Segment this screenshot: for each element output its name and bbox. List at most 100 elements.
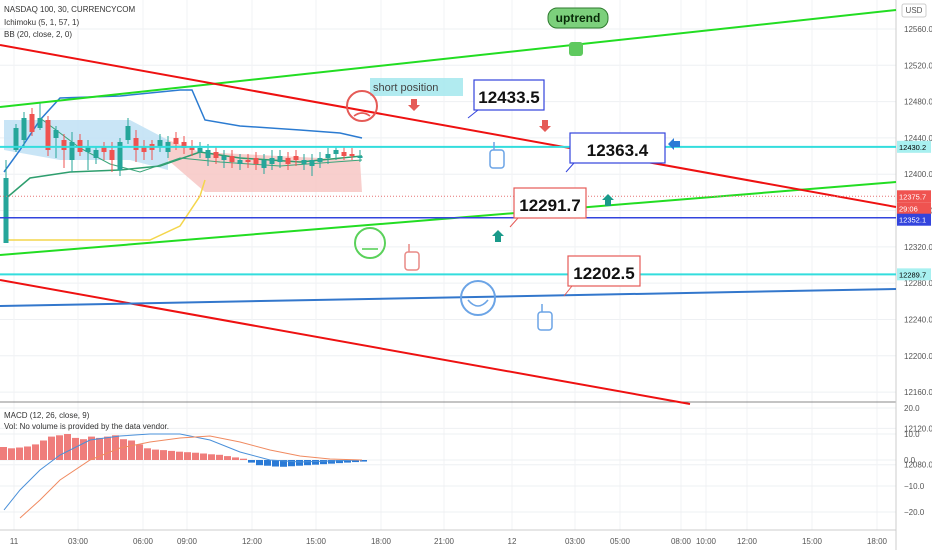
time-tick-label[interactable]: 03:00 — [68, 537, 89, 546]
macd-tick-label[interactable]: 20.0 — [904, 404, 920, 413]
time-tick-label[interactable]: 03:00 — [565, 537, 586, 546]
macd-histogram-bar — [280, 460, 287, 467]
badge-upper-cyan[interactable]: 12430.2 — [899, 143, 926, 152]
downtrend-channel-bottom[interactable] — [0, 279, 691, 405]
callout-price-3-box[interactable] — [513, 187, 587, 219]
macd-histogram-bar — [312, 460, 319, 465]
time-tick-label[interactable]: 10:00 — [696, 537, 717, 546]
price-tick-label[interactable]: 12120.0 — [904, 424, 932, 433]
support-trend-line[interactable] — [0, 288, 897, 307]
badge-last-price-bg[interactable] — [897, 190, 931, 203]
candle-body — [69, 142, 75, 160]
macd-histogram-bar — [344, 460, 351, 463]
time-tick-label[interactable]: 12:00 — [737, 537, 758, 546]
macd-histogram-bar — [224, 456, 231, 460]
price-tick-label[interactable]: 12160.0 — [904, 388, 932, 397]
candle-body — [277, 156, 283, 162]
candle-body — [125, 126, 131, 140]
time-tick-label[interactable]: 18:00 — [371, 537, 392, 546]
arrow-up-icon[interactable] — [602, 194, 614, 206]
price-tick-label[interactable]: 12240.0 — [904, 315, 932, 324]
time-tick-label[interactable]: 12 — [508, 537, 517, 546]
time-tick-label[interactable]: 21:00 — [434, 537, 455, 546]
badge-lower-cyan[interactable]: 12289.7 — [899, 270, 926, 279]
candle-body — [29, 114, 35, 132]
time-tick-label[interactable]: 05:00 — [610, 537, 631, 546]
macd-histogram-bar — [80, 439, 87, 460]
time-tick-label[interactable]: 09:00 — [177, 537, 198, 546]
badge-countdown[interactable]: 29:06 — [899, 204, 918, 213]
time-axis[interactable]: 11 03:00 06:00 09:00 12:00 15:00 18:00 21:00 12 0… — [10, 537, 888, 546]
callout-price-4-box[interactable] — [567, 255, 641, 287]
macd-histogram-bar — [296, 460, 303, 466]
callout-price-2[interactable]: 12363.4 — [587, 141, 649, 160]
time-tick-label[interactable]: 11 — [10, 537, 19, 546]
arrow-up-icon[interactable] — [492, 230, 504, 242]
short-position-label[interactable]: short position — [373, 82, 438, 94]
time-tick-label[interactable]: 12:00 — [242, 537, 263, 546]
badge-countdown-bg[interactable] — [897, 202, 931, 215]
callout-price-1[interactable]: 12433.5 — [478, 88, 539, 107]
horizontal-levels[interactable] — [0, 145, 896, 276]
callout-price-3[interactable]: 12291.7 — [519, 196, 580, 215]
candle-body — [157, 140, 163, 146]
arrow-down-icon[interactable] — [408, 99, 420, 111]
time-tick-label[interactable]: 15:00 — [802, 537, 823, 546]
price-tick-label[interactable]: 12320.0 — [904, 243, 932, 252]
macd-histogram-bar — [184, 452, 191, 460]
arrow-left-icon[interactable] — [668, 138, 680, 150]
macd-tick-label[interactable]: −20.0 — [904, 508, 925, 517]
badge-lower-cyan-bg[interactable] — [897, 268, 931, 281]
callout-price-2-box[interactable] — [569, 132, 666, 164]
macd-histogram-bar — [160, 450, 167, 460]
macd-tick-label[interactable]: 0.0 — [904, 456, 916, 465]
callout-price-1-box[interactable] — [473, 79, 545, 111]
price-tick-label[interactable]: 12400.0 — [904, 170, 932, 179]
price-tick-label[interactable]: 12560.0 — [904, 25, 932, 34]
ichimoku-lagging-line — [39, 117, 363, 173]
macd-histogram-bar — [216, 454, 223, 460]
macd-axis[interactable]: 20.0 10.0 0.0 −10.0 −20.0 — [904, 404, 925, 517]
callout-price-4-pointer — [563, 285, 573, 297]
candle-body — [85, 146, 91, 152]
macd-tick-label[interactable]: 10.0 — [904, 430, 920, 439]
uptrend-channel-top[interactable] — [0, 9, 897, 108]
badge-last-price[interactable]: 12375.7 — [899, 192, 926, 201]
candle-body — [357, 156, 363, 158]
downtrend-channel-top[interactable] — [0, 44, 897, 208]
time-tick-label[interactable]: 06:00 — [133, 537, 154, 546]
time-tick-label[interactable]: 18:00 — [867, 537, 888, 546]
price-tick-label[interactable]: 12200.0 — [904, 352, 932, 361]
macd-histogram-bar — [40, 440, 47, 460]
uptrend-label[interactable]: uptrend — [556, 11, 601, 25]
badge-blue-level-bg[interactable] — [897, 213, 931, 226]
short-position-box[interactable] — [370, 78, 463, 96]
uptrend-tag[interactable] — [547, 7, 609, 29]
trend-lines[interactable] — [0, 9, 897, 405]
symbol-legend[interactable]: NASDAQ 100, 30, CURRENCYCOM — [4, 5, 136, 14]
price-tick-label[interactable]: 12440.0 — [904, 134, 932, 143]
macd-tick-label[interactable]: −10.0 — [904, 482, 925, 491]
time-tick-label[interactable]: 08:00 — [671, 537, 692, 546]
candlesticks — [3, 102, 363, 243]
price-tick-label[interactable]: 12280.0 — [904, 279, 932, 288]
macd-legend[interactable]: MACD (12, 26, close, 9) — [4, 411, 90, 420]
price-axis[interactable]: 12560.012520.012480.012440.012400.012360… — [897, 3, 932, 470]
callout-price-4[interactable]: 12202.5 — [573, 264, 634, 283]
ichimoku-legend[interactable]: Ichimoku (5, 1, 57, 1) — [4, 18, 80, 27]
badge-upper-cyan-bg[interactable] — [897, 140, 931, 153]
arrow-down-icon[interactable] — [539, 120, 551, 132]
uptrend-channel-bottom[interactable] — [0, 181, 897, 256]
bb-legend[interactable]: BB (20, close, 2, 0) — [4, 30, 73, 39]
price-tick-label[interactable]: 12480.0 — [904, 98, 932, 107]
macd-histogram-bar — [248, 460, 255, 463]
badge-blue-level[interactable]: 12352.1 — [899, 216, 926, 225]
candle-body — [317, 158, 323, 162]
macd-histogram-bar — [88, 436, 95, 460]
time-tick-label[interactable]: 15:00 — [306, 537, 327, 546]
price-tick-label[interactable]: 12080.0 — [904, 461, 932, 470]
price-tick-label[interactable]: 12520.0 — [904, 61, 932, 70]
sad-face-icon — [346, 90, 378, 122]
chart-drawings[interactable]: uptrend short position 12433.5 12363.4 12291… — [346, 7, 680, 331]
